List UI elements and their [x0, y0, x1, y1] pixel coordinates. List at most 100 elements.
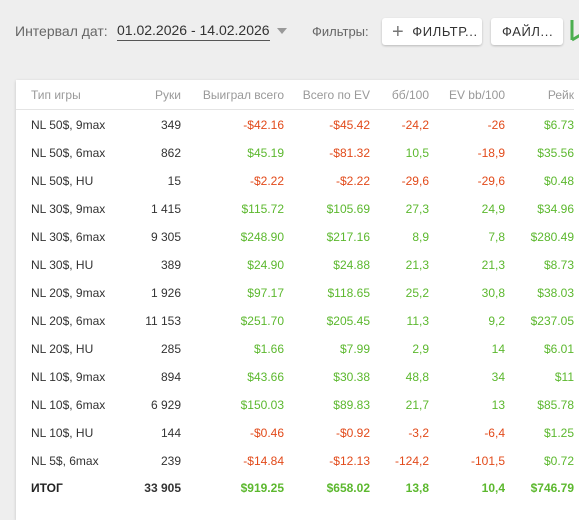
cell-won: $24.90	[247, 258, 284, 272]
table-header-row: Тип игры Руки Выиграл всего Всего по EV …	[16, 80, 574, 110]
table-row[interactable]: NL 20$, 9max 1 926 $97.17 $118.65 25,2 3…	[16, 279, 574, 307]
cell-hands: 389	[160, 258, 181, 272]
cell-ev: $118.65	[327, 286, 371, 300]
cell-won: -$42.16	[243, 117, 284, 132]
cell-hands: 285	[160, 342, 181, 356]
cell-ev: $30.38	[333, 370, 370, 384]
add-filter-label: ФИЛЬТР...	[412, 24, 478, 39]
cell-ev-bb100: 24,9	[481, 202, 505, 216]
cell-ev: $7.99	[339, 342, 370, 356]
cell-game: NL 20$, HU	[31, 342, 94, 356]
stats-table: Тип игры Руки Выиграл всего Всего по EV …	[16, 80, 574, 501]
cell-ev: -$81.32	[329, 146, 370, 160]
cell-game: NL 5$, 6max	[31, 454, 99, 468]
cell-rake: $34.96	[537, 202, 574, 216]
col-header-ev[interactable]: Всего по EV	[284, 80, 370, 110]
cell-won: $45.19	[247, 146, 284, 160]
total-ev: $658.02	[326, 481, 370, 495]
cell-ev-bb100: -101,5	[470, 454, 505, 468]
cell-rake: $6.01	[543, 342, 574, 356]
cell-game: NL 10$, 6max	[31, 398, 106, 412]
table-row[interactable]: NL 20$, HU 285 $1.66 $7.99 2,9 14 $6.01	[16, 335, 574, 363]
cell-ev-bb100: 9,2	[488, 314, 505, 328]
cell-ev: $217.16	[326, 230, 370, 244]
cell-bb100: 10,5	[405, 146, 429, 160]
cell-won: -$14.84	[243, 454, 284, 468]
cell-bb100: -29,6	[401, 174, 429, 188]
brand-mark-icon	[570, 20, 579, 42]
total-rake: $746.79	[530, 481, 574, 495]
date-range-selector[interactable]: 01.02.2026 - 14.02.2026	[117, 22, 270, 41]
table-row[interactable]: NL 50$, 6max 862 $45.19 -$81.32 10,5 -18…	[16, 139, 574, 167]
cell-rake: $0.72	[543, 454, 574, 468]
cell-won: $115.72	[241, 202, 285, 216]
cell-ev-bb100: 21,3	[481, 258, 505, 272]
toolbar: Интервал дат: 01.02.2026 - 14.02.2026 Фи…	[0, 0, 579, 64]
cell-rake: $0.48	[543, 174, 574, 188]
cell-game: NL 20$, 9max	[31, 286, 106, 300]
cell-ev-bb100: 34	[491, 370, 505, 384]
col-header-ev-bb100[interactable]: EV bb/100	[429, 80, 505, 110]
cell-bb100: 25,2	[405, 286, 429, 300]
cell-won: $248.90	[240, 230, 284, 244]
table-row[interactable]: NL 50$, HU 15 -$2.22 -$2.22 -29,6 -29,6 …	[16, 167, 574, 195]
cell-hands: 9 305	[150, 230, 181, 244]
cell-ev-bb100: -6,4	[484, 426, 505, 440]
cell-game: NL 50$, 6max	[31, 146, 106, 160]
cell-game: NL 30$, 9max	[31, 202, 106, 216]
table-row[interactable]: NL 20$, 6max 11 153 $251.70 $205.45 11,3…	[16, 307, 574, 335]
cell-rake: $85.78	[537, 398, 574, 412]
total-bb100: 13,8	[405, 481, 429, 495]
col-header-bb100[interactable]: бб/100	[370, 80, 429, 110]
cell-ev-bb100: 14	[491, 342, 505, 356]
table-row[interactable]: NL 30$, 6max 9 305 $248.90 $217.16 8,9 7…	[16, 223, 574, 251]
cell-ev: $24.88	[333, 258, 370, 272]
cell-rake: $280.49	[530, 230, 574, 244]
cell-game: NL 10$, HU	[31, 426, 94, 440]
cell-rake: $11	[554, 370, 574, 384]
cell-hands: 894	[160, 370, 181, 384]
col-header-hands[interactable]: Руки	[138, 80, 181, 110]
cell-game: NL 50$, 9max	[31, 117, 106, 132]
add-filter-button[interactable]: + ФИЛЬТР...	[382, 18, 482, 45]
cell-rake: $35.56	[537, 146, 574, 160]
cell-rake: $8.73	[543, 258, 574, 272]
col-header-game-type[interactable]: Тип игры	[16, 80, 138, 110]
cell-hands: 11 153	[145, 314, 181, 328]
cell-rake: $38.03	[537, 286, 574, 300]
table-row[interactable]: NL 10$, 9max 894 $43.66 $30.38 48,8 34 $…	[16, 363, 574, 391]
cell-hands: 862	[160, 146, 181, 160]
chevron-down-icon[interactable]	[277, 28, 287, 34]
cell-ev: $205.45	[326, 314, 370, 328]
table-row[interactable]: NL 10$, HU 144 -$0.46 -$0.92 -3,2 -6,4 $…	[16, 419, 574, 447]
table-row[interactable]: NL 50$, 9max 349 -$42.16 -$45.42 -24,2 -…	[16, 110, 574, 140]
cell-bb100: 2,9	[412, 342, 429, 356]
cell-rake: $6.73	[543, 117, 574, 132]
table-row[interactable]: NL 30$, 9max 1 415 $115.72 $105.69 27,3 …	[16, 195, 574, 223]
cell-ev: $89.83	[333, 398, 370, 412]
cell-won: $1.66	[253, 342, 284, 356]
total-row: ИТОГ 33 905 $919.25 $658.02 13,8 10,4 $7…	[16, 475, 574, 501]
cell-won: -$2.22	[249, 174, 284, 188]
table-row[interactable]: NL 5$, 6max 239 -$14.84 -$12.13 -124,2 -…	[16, 447, 574, 475]
cell-won: $43.66	[247, 370, 284, 384]
cell-hands: 239	[160, 454, 181, 468]
filters-label: Фильтры:	[312, 24, 369, 39]
files-button[interactable]: ФАЙЛ...	[491, 18, 563, 45]
cell-won: -$0.46	[249, 426, 284, 440]
cell-bb100: 8,9	[412, 230, 429, 244]
cell-ev-bb100: -26	[487, 117, 505, 132]
table-row[interactable]: NL 30$, HU 389 $24.90 $24.88 21,3 21,3 $…	[16, 251, 574, 279]
col-header-won[interactable]: Выиграл всего	[181, 80, 284, 110]
cell-game: NL 20$, 6max	[31, 314, 106, 328]
cell-hands: 1 926	[150, 286, 181, 300]
stats-table-card: Тип игры Руки Выиграл всего Всего по EV …	[16, 80, 579, 520]
cell-won: $150.03	[240, 398, 284, 412]
cell-ev: $105.69	[326, 202, 370, 216]
plus-icon: +	[392, 20, 405, 43]
cell-bb100: 11,3	[406, 314, 429, 328]
col-header-rake[interactable]: Рейк	[505, 80, 574, 110]
table-row[interactable]: NL 10$, 6max 6 929 $150.03 $89.83 21,7 1…	[16, 391, 574, 419]
cell-hands: 144	[160, 426, 181, 440]
total-won: $919.25	[240, 481, 284, 495]
